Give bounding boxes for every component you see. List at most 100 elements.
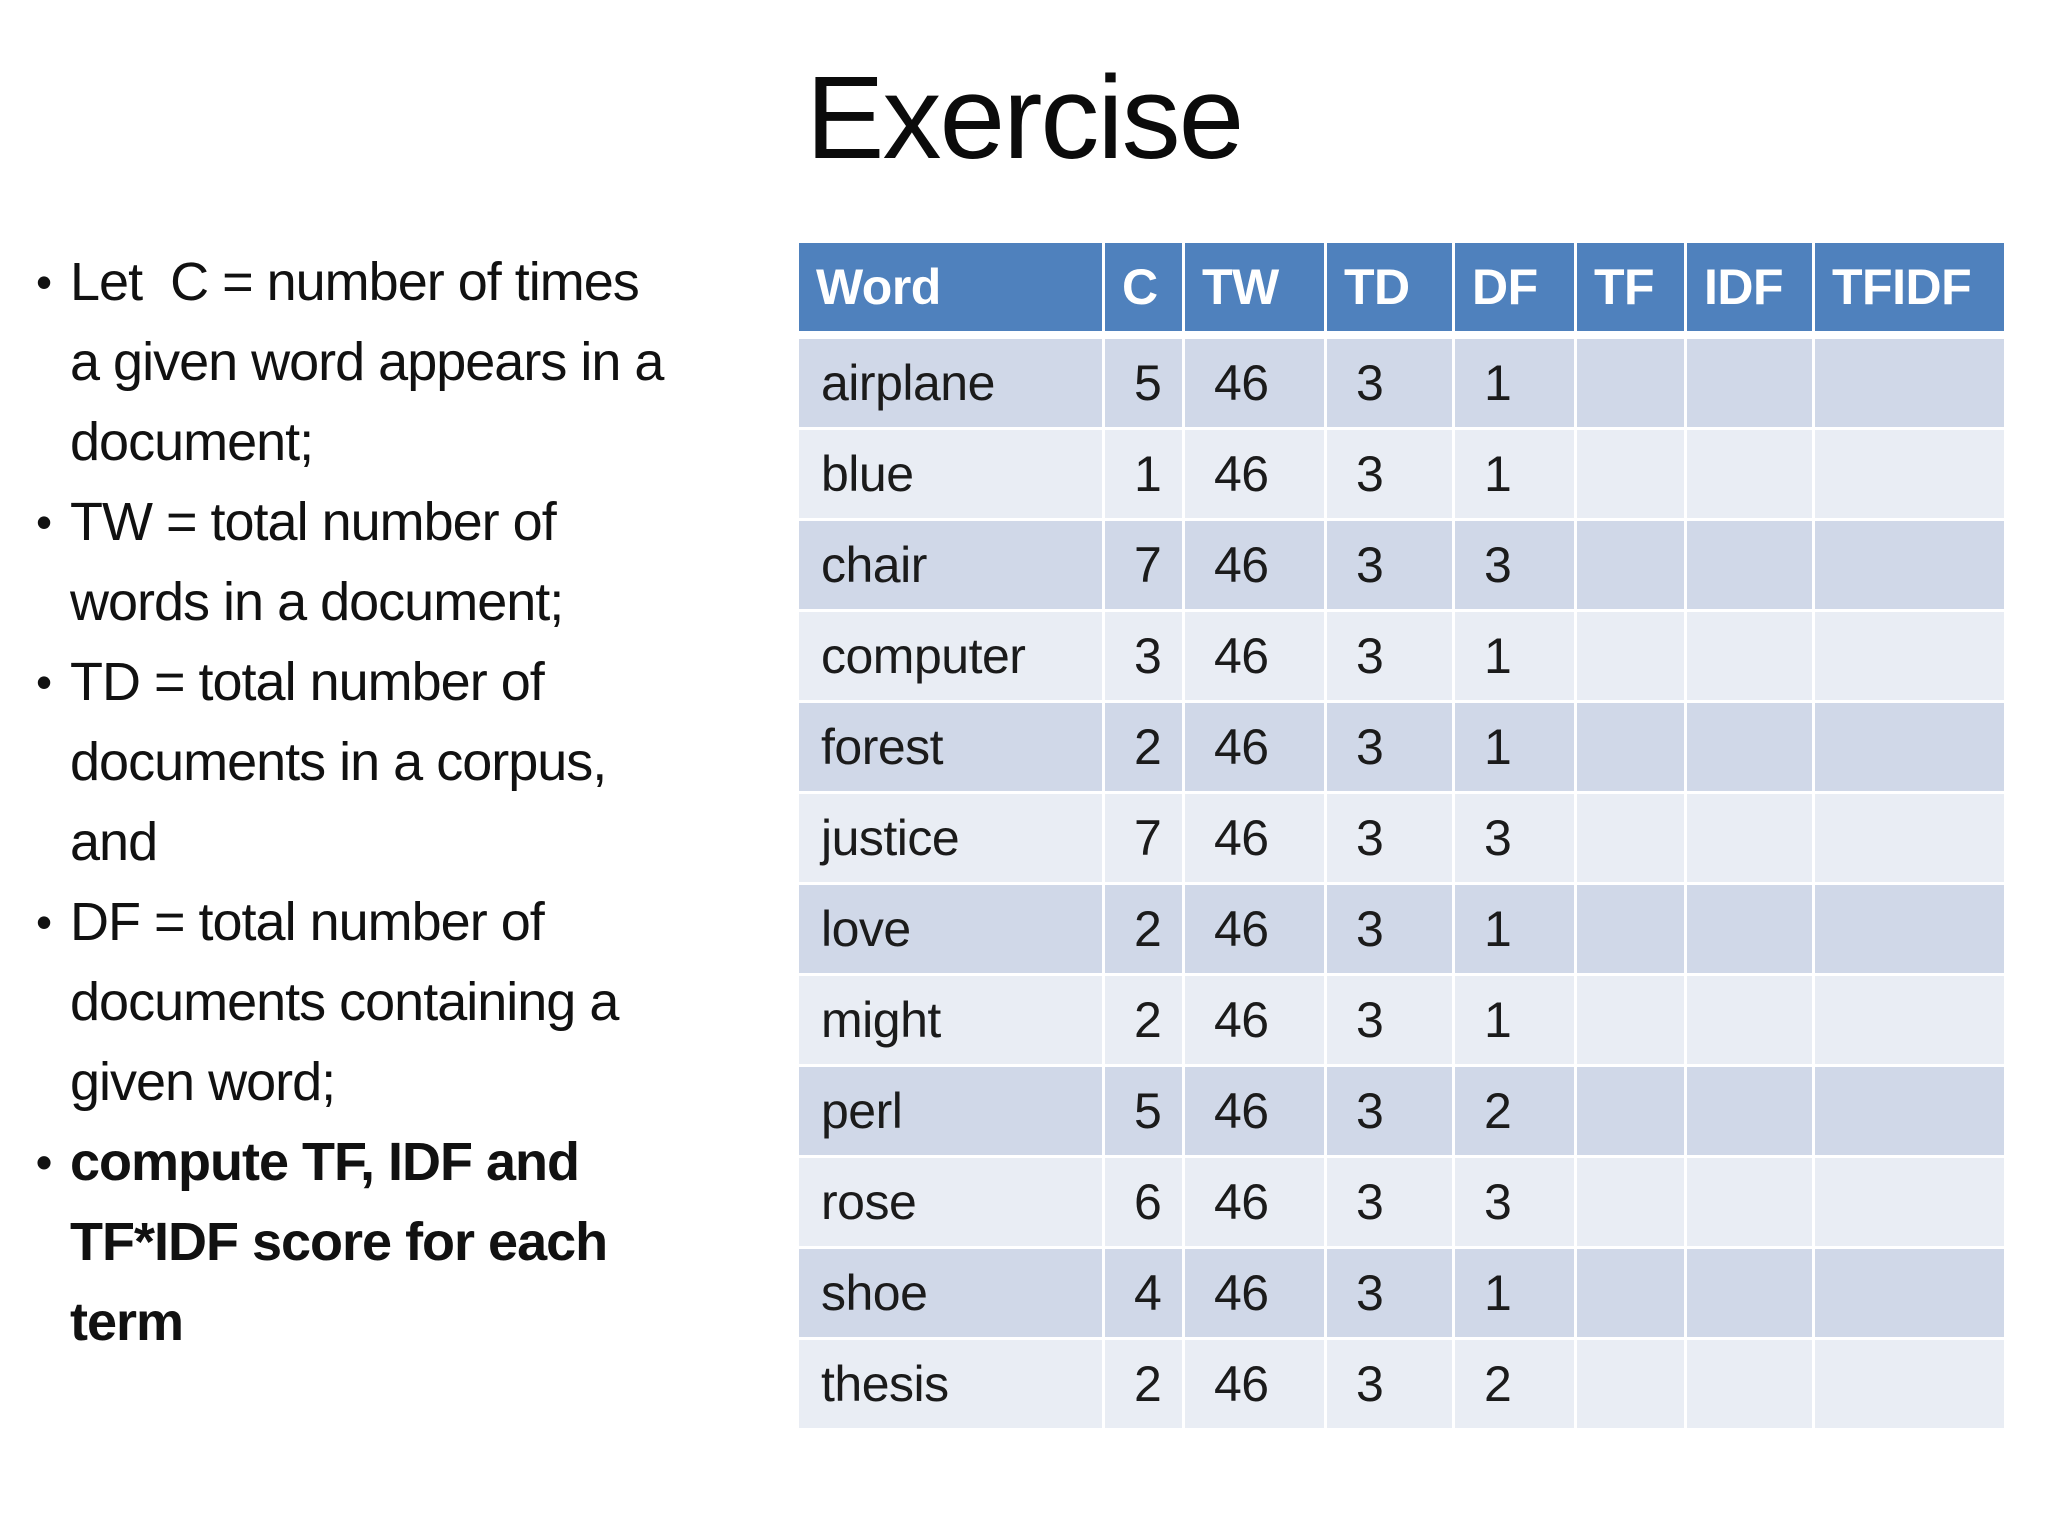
cell-c: 5 (1102, 333, 1185, 430)
cell-idf (1684, 1337, 1815, 1431)
cell-tf (1574, 1155, 1687, 1249)
bullet-text: compute TF, IDF and TF*IDF score for eac… (70, 1132, 608, 1352)
cell-td: 3 (1324, 1337, 1455, 1431)
table-row: blue 1 46 3 1 (796, 427, 2007, 521)
cell-df: 1 (1452, 973, 1577, 1067)
table-row: rose 6 46 3 3 (796, 1155, 2007, 1249)
cell-idf (1684, 427, 1815, 521)
cell-tw: 46 (1182, 882, 1327, 976)
cell-c: 6 (1102, 1155, 1185, 1249)
cell-word: rose (796, 1155, 1105, 1249)
cell-c: 2 (1102, 1337, 1185, 1431)
cell-c: 7 (1102, 791, 1185, 885)
bullet-text: DF = total number of documents containin… (70, 892, 619, 1112)
cell-word: might (796, 973, 1105, 1067)
cell-word: love (796, 882, 1105, 976)
cell-idf (1684, 609, 1815, 703)
cell-idf (1684, 791, 1815, 885)
cell-idf (1684, 882, 1815, 976)
cell-df: 1 (1452, 1246, 1577, 1340)
bullet-text: TW = total number of words in a document… (70, 492, 564, 632)
cell-df: 1 (1452, 700, 1577, 794)
column-header-tf: TF (1574, 240, 1687, 339)
table-row: computer 3 46 3 1 (796, 609, 2007, 703)
cell-df: 1 (1452, 427, 1577, 521)
cell-td: 3 (1324, 518, 1455, 612)
cell-td: 3 (1324, 427, 1455, 521)
cell-df: 3 (1452, 518, 1577, 612)
slide-title: Exercise (805, 52, 1244, 184)
cell-td: 3 (1324, 973, 1455, 1067)
bullet-item-td-definition: TD = total number of documents in a corp… (36, 642, 666, 882)
cell-td: 3 (1324, 1246, 1455, 1340)
cell-td: 3 (1324, 333, 1455, 430)
cell-tf (1574, 973, 1687, 1067)
cell-word: chair (796, 518, 1105, 612)
cell-word: airplane (796, 333, 1105, 430)
cell-tfidf (1812, 700, 2007, 794)
cell-td: 3 (1324, 791, 1455, 885)
cell-c: 3 (1102, 609, 1185, 703)
column-header-td: TD (1324, 240, 1455, 339)
cell-df: 1 (1452, 882, 1577, 976)
cell-tfidf (1812, 518, 2007, 612)
cell-tf (1574, 518, 1687, 612)
cell-tw: 46 (1182, 1246, 1327, 1340)
table-row: airplane 5 46 3 1 (796, 333, 2007, 430)
cell-tfidf (1812, 1064, 2007, 1158)
bullet-item-c-definition: Let C = number of times a given word app… (36, 242, 666, 482)
column-header-df: DF (1452, 240, 1577, 339)
cell-tw: 46 (1182, 973, 1327, 1067)
cell-idf (1684, 1155, 1815, 1249)
bullet-item-task: compute TF, IDF and TF*IDF score for eac… (36, 1122, 666, 1362)
cell-td: 3 (1324, 609, 1455, 703)
cell-tf (1574, 791, 1687, 885)
cell-tf (1574, 609, 1687, 703)
cell-td: 3 (1324, 882, 1455, 976)
cell-tfidf (1812, 1246, 2007, 1340)
cell-idf (1684, 1064, 1815, 1158)
cell-c: 7 (1102, 518, 1185, 612)
table-row: perl 5 46 3 2 (796, 1064, 2007, 1158)
cell-df: 2 (1452, 1337, 1577, 1431)
cell-c: 2 (1102, 882, 1185, 976)
cell-tfidf (1812, 427, 2007, 521)
cell-tf (1574, 1064, 1687, 1158)
bullet-item-df-definition: DF = total number of documents containin… (36, 882, 666, 1122)
cell-idf (1684, 1246, 1815, 1340)
bullet-list: Let C = number of times a given word app… (36, 242, 666, 1362)
cell-tf (1574, 1246, 1687, 1340)
cell-word: computer (796, 609, 1105, 703)
cell-tw: 46 (1182, 609, 1327, 703)
cell-df: 1 (1452, 333, 1577, 430)
cell-c: 5 (1102, 1064, 1185, 1158)
cell-tfidf (1812, 882, 2007, 976)
cell-tw: 46 (1182, 427, 1327, 521)
cell-df: 3 (1452, 791, 1577, 885)
tfidf-table: Word C TW TD DF TF IDF TFIDF airplane 5 … (796, 240, 2007, 1431)
cell-tf (1574, 700, 1687, 794)
cell-idf (1684, 700, 1815, 794)
cell-c: 4 (1102, 1246, 1185, 1340)
cell-tf (1574, 427, 1687, 521)
table-body: airplane 5 46 3 1 blue 1 46 3 1 chair 7 … (796, 333, 2007, 1431)
cell-tw: 46 (1182, 333, 1327, 430)
cell-word: blue (796, 427, 1105, 521)
cell-tfidf (1812, 973, 2007, 1067)
cell-word: perl (796, 1064, 1105, 1158)
table-row: shoe 4 46 3 1 (796, 1246, 2007, 1340)
cell-tf (1574, 1337, 1687, 1431)
cell-tw: 46 (1182, 791, 1327, 885)
cell-tfidf (1812, 333, 2007, 430)
column-header-tfidf: TFIDF (1812, 240, 2007, 339)
cell-df: 3 (1452, 1155, 1577, 1249)
cell-c: 2 (1102, 700, 1185, 794)
cell-idf (1684, 973, 1815, 1067)
cell-tf (1574, 333, 1687, 430)
cell-c: 2 (1102, 973, 1185, 1067)
cell-td: 3 (1324, 1155, 1455, 1249)
table-header-row: Word C TW TD DF TF IDF TFIDF (796, 240, 2007, 339)
table-row: justice 7 46 3 3 (796, 791, 2007, 885)
cell-df: 2 (1452, 1064, 1577, 1158)
